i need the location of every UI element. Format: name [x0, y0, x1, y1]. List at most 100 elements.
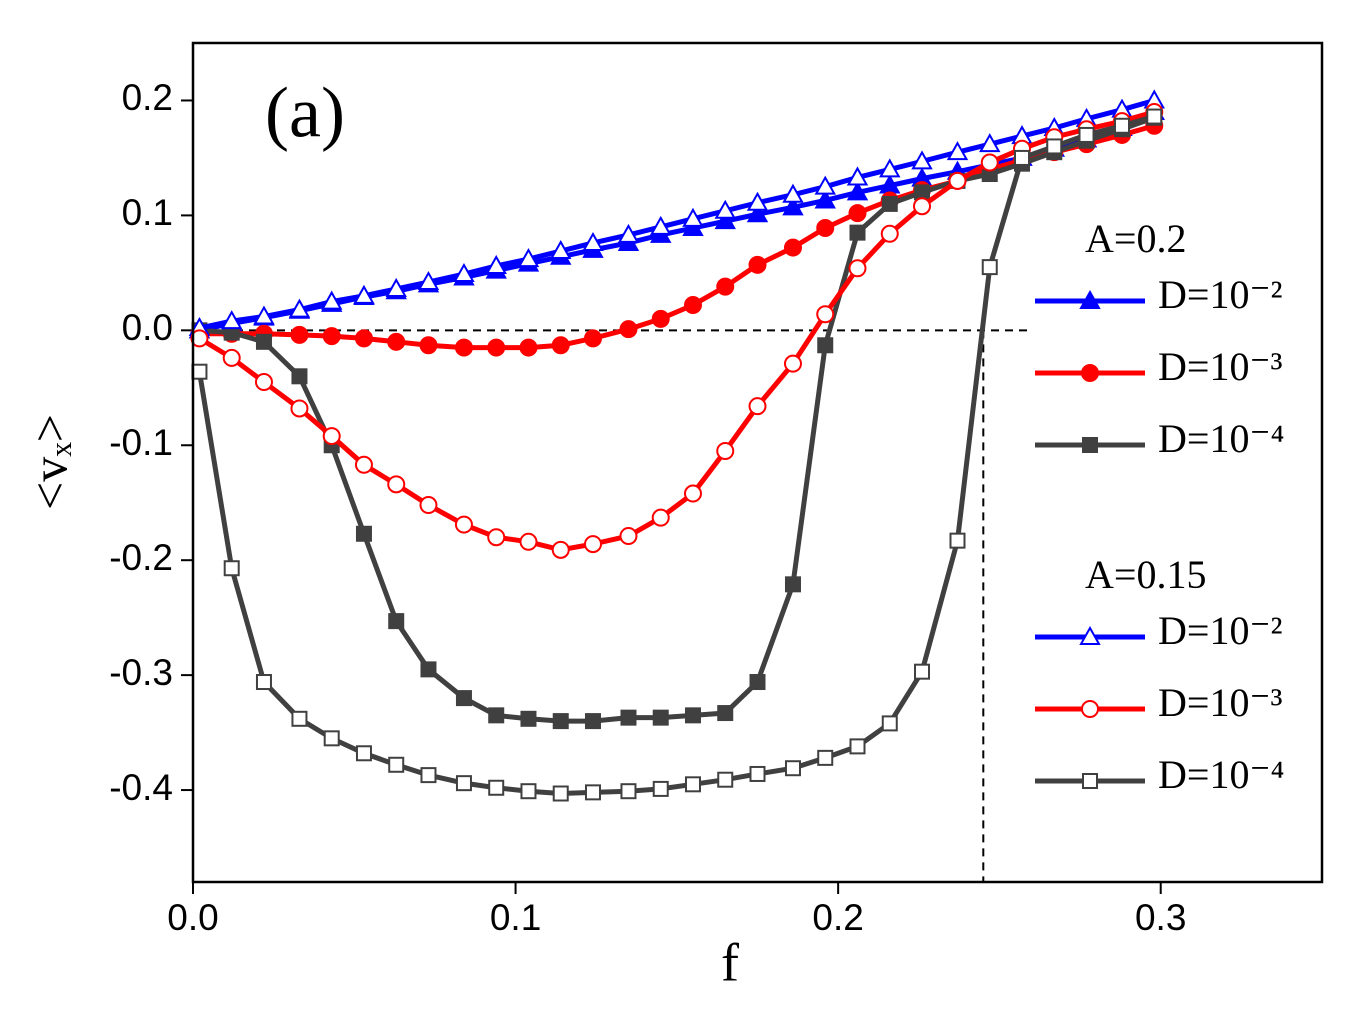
marker [1082, 437, 1098, 453]
marker [552, 785, 569, 802]
x-axis-label: f [721, 932, 739, 992]
marker [1082, 773, 1098, 789]
marker [980, 153, 999, 172]
marker [1079, 289, 1101, 309]
marker [291, 368, 308, 385]
marker [979, 133, 1001, 153]
marker [387, 475, 406, 494]
marker [651, 309, 670, 328]
marker [717, 705, 734, 722]
marker [746, 191, 769, 211]
marker [651, 508, 670, 527]
marker [849, 738, 866, 755]
marker [746, 203, 769, 223]
marker [749, 765, 766, 782]
legend-label: D=10⁻⁴ [1158, 416, 1285, 461]
marker [620, 783, 637, 800]
marker [388, 613, 405, 630]
marker [684, 707, 701, 724]
marker [683, 296, 702, 315]
marker [517, 248, 540, 268]
marker [782, 196, 804, 216]
marker [454, 338, 473, 357]
marker [354, 329, 373, 348]
marker [290, 325, 309, 344]
marker [879, 158, 901, 178]
marker [453, 262, 475, 283]
marker [783, 238, 802, 257]
marker [717, 771, 734, 788]
marker [816, 219, 835, 238]
marker [848, 204, 867, 223]
marker [487, 528, 506, 547]
marker [782, 183, 804, 203]
marker [816, 305, 835, 324]
marker [817, 749, 834, 766]
marker [846, 181, 869, 201]
marker [223, 560, 240, 577]
legend-label: D=10⁻³ [1158, 680, 1283, 725]
marker [387, 332, 406, 351]
x-tick-label: 0.3 [1135, 897, 1186, 938]
y-tick-label: 0.0 [122, 307, 173, 348]
marker [619, 527, 638, 546]
marker [682, 217, 704, 237]
marker [650, 215, 672, 235]
y-tick-label: -0.3 [109, 652, 173, 693]
y-tick-label: 0.1 [122, 192, 173, 233]
marker [683, 484, 702, 503]
marker [550, 239, 572, 260]
marker [584, 784, 601, 801]
marker [355, 525, 372, 542]
marker [914, 663, 931, 680]
marker [652, 780, 669, 797]
marker [1014, 149, 1031, 166]
marker [288, 298, 311, 318]
x-tick-label: 0.2 [812, 897, 863, 938]
marker [582, 231, 604, 251]
marker [323, 730, 340, 747]
y-axis-label: <vₓ> [21, 414, 77, 510]
marker [881, 715, 898, 732]
marker [846, 166, 869, 186]
marker [620, 709, 637, 726]
marker [255, 674, 272, 691]
marker [913, 197, 932, 216]
marker [748, 397, 767, 416]
marker [617, 223, 640, 243]
marker [487, 338, 506, 357]
marker [519, 532, 538, 551]
marker [420, 767, 437, 784]
annotation: (a) [265, 73, 345, 153]
marker [255, 333, 272, 350]
marker [388, 756, 405, 773]
marker [419, 496, 438, 515]
marker [783, 354, 802, 373]
marker [814, 189, 836, 209]
y-tick-label: -0.4 [109, 767, 173, 808]
marker [911, 150, 933, 170]
marker [520, 783, 537, 800]
marker [290, 399, 309, 418]
marker [714, 199, 736, 219]
marker [220, 310, 243, 330]
marker [946, 141, 969, 161]
y-tick-label: 0.2 [122, 77, 173, 118]
x-tick-label: 0.0 [167, 897, 218, 938]
marker [520, 710, 537, 727]
marker [1079, 625, 1101, 645]
marker [949, 532, 966, 549]
marker [1114, 117, 1131, 134]
marker [355, 745, 372, 762]
plot-frame [191, 41, 1324, 884]
marker [1081, 700, 1099, 718]
x-tick-label: 0.1 [490, 897, 541, 938]
marker [848, 259, 867, 278]
marker [353, 284, 375, 304]
marker [488, 779, 505, 796]
marker [1078, 126, 1095, 143]
y-tick-label: -0.2 [109, 537, 173, 578]
marker [1046, 138, 1063, 155]
y-tick-label: -0.1 [109, 422, 173, 463]
